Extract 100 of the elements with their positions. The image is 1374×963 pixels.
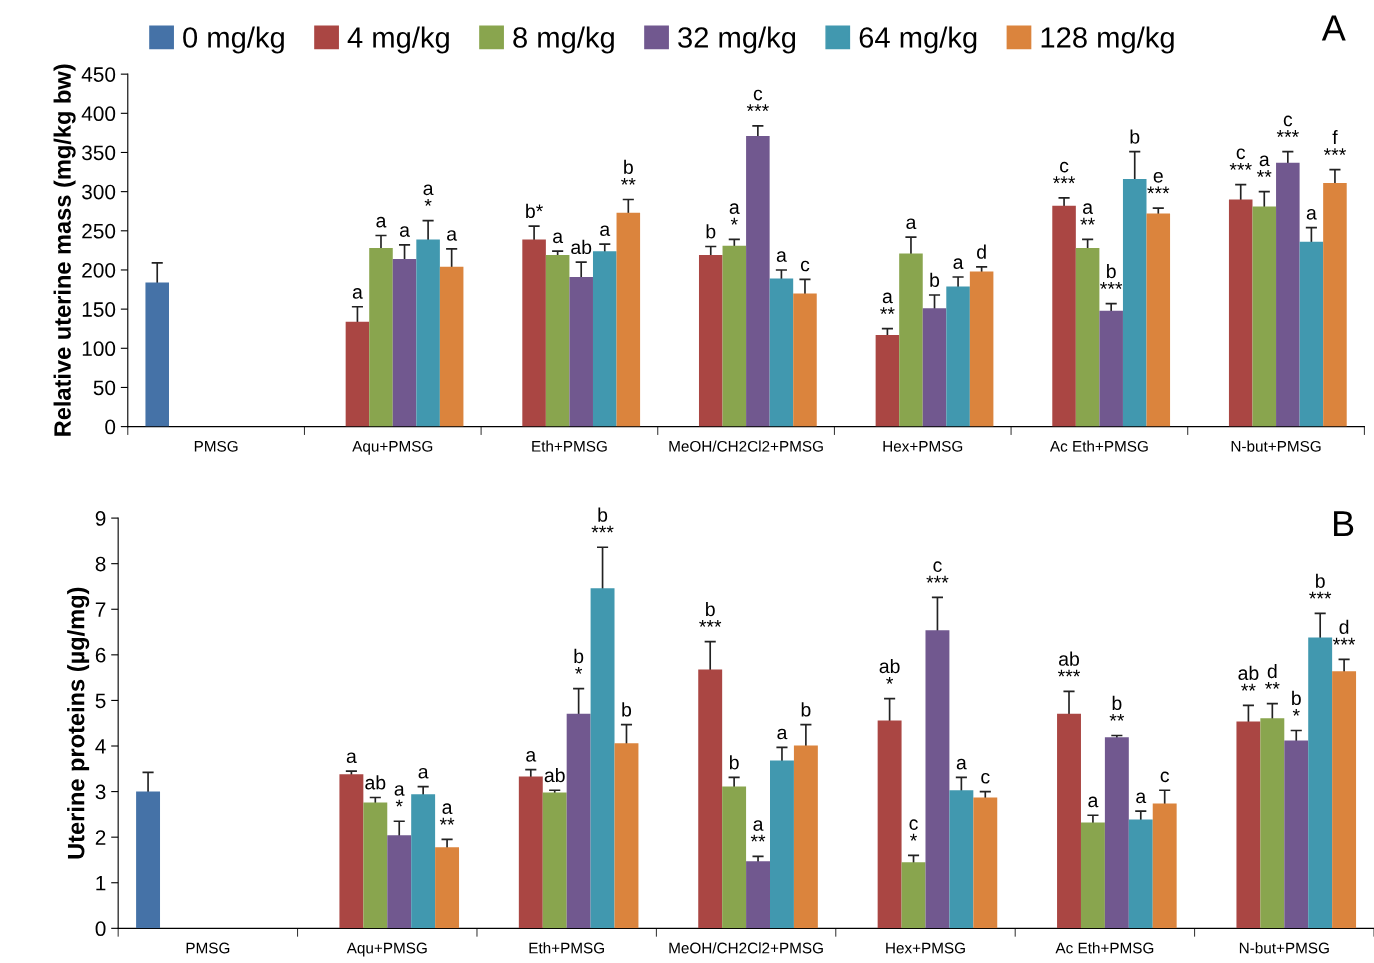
bar bbox=[1122, 179, 1147, 427]
bar bbox=[698, 255, 723, 427]
data-label: b * bbox=[1292, 690, 1301, 716]
annotation: B bbox=[1334, 511, 1354, 537]
y-tick-label: 4 bbox=[95, 739, 106, 754]
bar bbox=[1323, 183, 1347, 427]
data-label: c bbox=[981, 772, 990, 784]
bar bbox=[1075, 248, 1100, 427]
bar bbox=[1146, 213, 1171, 427]
x-tick-label: MeOH/CH2Cl2+PMSG bbox=[669, 942, 823, 954]
bar bbox=[769, 278, 794, 427]
legend-label: 32 mg/kg bbox=[678, 26, 796, 54]
data-label: a bbox=[447, 230, 458, 241]
data-label: ab *** bbox=[1057, 651, 1081, 677]
x-tick-label: Hex+PMSG bbox=[886, 942, 965, 954]
bar bbox=[1057, 713, 1081, 929]
x-tick-label: N-but+PMSG bbox=[1239, 942, 1329, 954]
bar bbox=[590, 588, 615, 929]
data-label: a bbox=[906, 218, 917, 230]
legend-label: 0 mg/kg bbox=[183, 26, 284, 54]
x-tick-label: PMSG bbox=[186, 942, 230, 954]
data-label: ab bbox=[365, 775, 386, 790]
legend-label: 128 mg/kg bbox=[1041, 26, 1174, 54]
x-tick-label: Aqu+PMSG bbox=[352, 440, 433, 455]
bar bbox=[793, 293, 817, 427]
bar bbox=[522, 239, 546, 427]
x-tick-label: N-but+PMSG bbox=[1231, 440, 1321, 452]
bar bbox=[1236, 721, 1261, 929]
data-label: ab ** bbox=[1238, 665, 1259, 691]
bar bbox=[922, 308, 947, 427]
data-label: e *** bbox=[1147, 172, 1170, 194]
data-label: a bbox=[352, 288, 363, 299]
y-tick-label: 350 bbox=[82, 145, 116, 161]
y-tick-label: 200 bbox=[82, 262, 116, 278]
legend-label: 64 mg/kg bbox=[859, 26, 977, 54]
data-label: f *** bbox=[1323, 130, 1346, 155]
data-label: b *** bbox=[591, 507, 614, 533]
data-label: b *** bbox=[1100, 263, 1123, 289]
data-label: c * bbox=[909, 819, 918, 841]
bar bbox=[722, 786, 747, 929]
y-tick-label: 3 bbox=[95, 784, 106, 800]
x-tick-label: Eth+PMSG bbox=[532, 440, 607, 452]
bar bbox=[1104, 737, 1129, 929]
data-label: b bbox=[930, 272, 940, 288]
bar bbox=[387, 835, 412, 929]
data-label: b *** bbox=[699, 601, 722, 627]
y-tick-label: 450 bbox=[81, 67, 116, 82]
data-label: b bbox=[622, 702, 632, 717]
bar bbox=[875, 334, 900, 427]
bar bbox=[946, 286, 970, 427]
data-label: a bbox=[376, 216, 387, 228]
bar bbox=[145, 282, 169, 427]
y-tick-label: 5 bbox=[95, 693, 106, 709]
data-label: a * bbox=[394, 785, 405, 807]
data-label: b bbox=[706, 224, 716, 239]
bar bbox=[392, 259, 417, 427]
y-tick-label: 8 bbox=[95, 556, 106, 572]
x-tick-label: Aqu+PMSG bbox=[346, 942, 427, 957]
data-label: a ** bbox=[439, 803, 455, 825]
bar bbox=[439, 266, 464, 427]
bar bbox=[973, 797, 998, 929]
data-label: d bbox=[977, 244, 986, 259]
data-label: a bbox=[600, 225, 611, 237]
bar bbox=[1152, 803, 1177, 929]
y-tick-label: 9 bbox=[95, 511, 106, 526]
bar bbox=[363, 802, 388, 929]
data-label: ab * bbox=[879, 658, 900, 684]
data-label: c *** bbox=[1053, 161, 1076, 184]
bar bbox=[416, 239, 440, 427]
data-label: a ** bbox=[1080, 203, 1095, 225]
y-tick-label: 100 bbox=[82, 341, 116, 357]
legend-label: 4 mg/kg bbox=[347, 26, 449, 54]
bar bbox=[1228, 199, 1253, 427]
data-label: a bbox=[956, 758, 967, 770]
x-tick-label: Ac Eth+PMSG bbox=[1055, 942, 1154, 954]
bar bbox=[1260, 718, 1285, 929]
x-tick-label: Eth+PMSG bbox=[529, 942, 604, 954]
data-label: d *** bbox=[1333, 619, 1356, 645]
bar bbox=[925, 630, 950, 929]
data-label: a ** bbox=[1257, 155, 1272, 177]
data-label: a bbox=[399, 226, 410, 237]
data-label: a bbox=[418, 767, 429, 779]
bar bbox=[949, 790, 974, 929]
bar bbox=[722, 245, 747, 427]
data-label: a ** bbox=[750, 820, 766, 842]
data-label: d ** bbox=[1265, 663, 1280, 689]
bar bbox=[339, 774, 364, 929]
data-label: a ** bbox=[880, 292, 895, 314]
x-tick-label: Ac Eth+PMSG bbox=[1049, 440, 1148, 452]
y-tick-label: 1 bbox=[96, 875, 106, 891]
bar bbox=[518, 776, 543, 929]
y-tick-label: 250 bbox=[82, 223, 116, 239]
data-label: a bbox=[526, 751, 537, 762]
data-label: a bbox=[346, 752, 357, 764]
y-tick-label: 300 bbox=[82, 184, 116, 200]
data-label: c *** bbox=[1229, 148, 1252, 170]
data-label: ab bbox=[571, 239, 592, 255]
bar bbox=[969, 271, 994, 427]
data-label: b * bbox=[574, 648, 584, 674]
y-tick-label: 400 bbox=[81, 106, 116, 122]
